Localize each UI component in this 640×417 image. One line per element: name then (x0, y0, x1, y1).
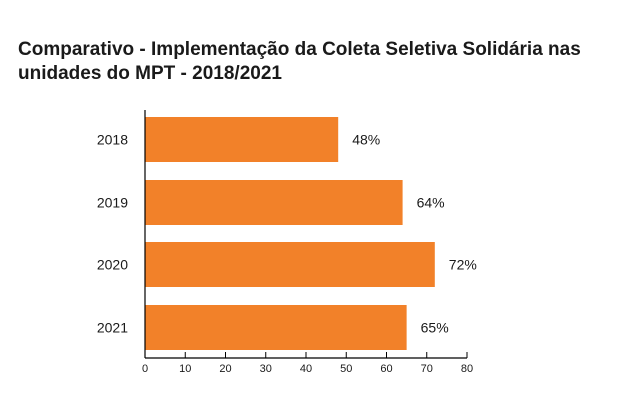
x-tick-label-40: 40 (300, 363, 312, 375)
data-label-2018: 48% (352, 132, 380, 148)
x-tick-label-50: 50 (340, 363, 352, 375)
data-label-2021: 65% (421, 320, 449, 336)
x-tick-label-30: 30 (260, 363, 272, 375)
bar-2021 (145, 305, 407, 350)
category-label-2020: 2020 (97, 257, 128, 273)
bar-2019 (145, 180, 403, 225)
category-label-2018: 2018 (97, 132, 128, 148)
chart-title-line-1: Comparativo - Implementação da Coleta Se… (18, 39, 581, 60)
x-tick-label-80: 80 (461, 363, 473, 375)
x-tick-label-0: 0 (142, 363, 148, 375)
data-label-2019: 64% (417, 195, 445, 211)
category-label-2021: 2021 (97, 320, 128, 336)
x-tick-label-70: 70 (421, 363, 433, 375)
data-label-2020: 72% (449, 257, 477, 273)
x-tick-label-60: 60 (380, 363, 392, 375)
x-tick-label-10: 10 (179, 363, 191, 375)
bar-2018 (145, 117, 339, 162)
x-tick-label-20: 20 (219, 363, 231, 375)
chart-title-line-2: unidades do MPT - 2018/2021 (18, 63, 282, 84)
bar-2020 (145, 242, 435, 287)
category-label-2019: 2019 (97, 195, 128, 211)
